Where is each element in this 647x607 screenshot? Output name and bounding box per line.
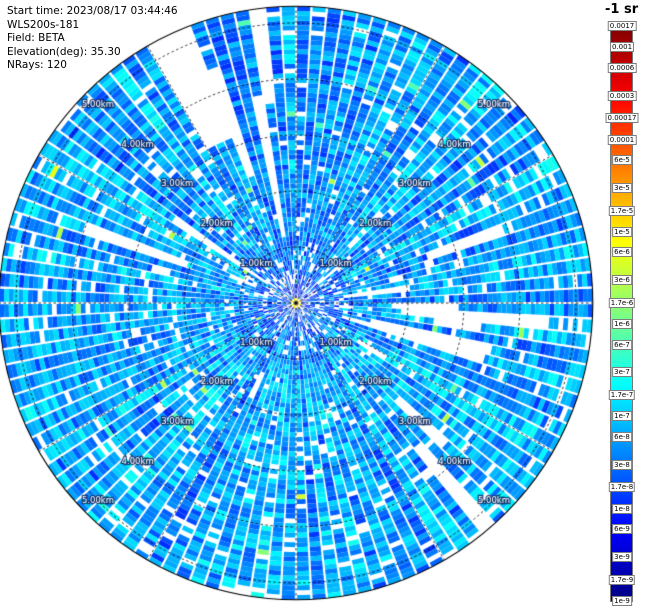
colorbar-tick: 3e-7 <box>612 367 632 378</box>
colorbar-tick: 6e-8 <box>612 431 632 442</box>
colorbar-tick: 0.0001 <box>607 134 637 145</box>
colorbar-tick: 6e-7 <box>612 339 632 350</box>
colorbar-tick: 1.7e-9 <box>608 574 636 585</box>
instrument-label: WLS200s-181 <box>7 18 80 31</box>
colorbar-tick: 0.001 <box>609 42 635 53</box>
colorbar-tick: 0.0003 <box>607 90 637 101</box>
colorbar-tick: 1e-6 <box>612 319 632 330</box>
colorbar-tick: 6e-5 <box>612 155 632 166</box>
colorbar-tick: 3e-9 <box>612 551 632 562</box>
colorbar-tick: 6e-6 <box>612 247 632 258</box>
nrays-label: NRays: 120 <box>7 59 67 71</box>
colorbar <box>610 25 633 602</box>
colorbar-tick: 1.7e-8 <box>608 482 636 493</box>
colorbar-tick: 1e-7 <box>612 411 632 422</box>
colorbar-tick: 6e-9 <box>612 524 632 535</box>
colorbar-tick: 1.7e-7 <box>608 390 636 401</box>
start-time-label: Start time: 2023/08/17 03:44:46 <box>7 5 178 17</box>
colorbar-tick: 3e-8 <box>612 459 632 470</box>
colorbar-tick: 1e-5 <box>612 226 632 237</box>
colorbar-tick: 1e-8 <box>612 503 632 514</box>
scan-info-block: Start time: 2023/08/17 03:44:46 WLS200s-… <box>7 5 178 73</box>
colorbar-tick: 3e-6 <box>612 275 632 286</box>
colorbar-tick: 1.7e-6 <box>608 297 636 308</box>
colorbar-tick: 1.7e-5 <box>608 205 636 216</box>
colorbar-title: -1 sr <box>605 2 639 17</box>
colorbar-tick: 3e-5 <box>612 182 632 193</box>
elevation-label: Elevation(deg): 35.30 <box>7 45 121 58</box>
colorbar-tick: 1e-9 <box>612 596 632 606</box>
field-label: Field: BETA <box>7 32 65 44</box>
colorbar-tick: 0.00017 <box>605 113 639 124</box>
colorbar-tick: 0.0006 <box>607 62 637 73</box>
colorbar-tick: 0.0017 <box>607 21 637 31</box>
